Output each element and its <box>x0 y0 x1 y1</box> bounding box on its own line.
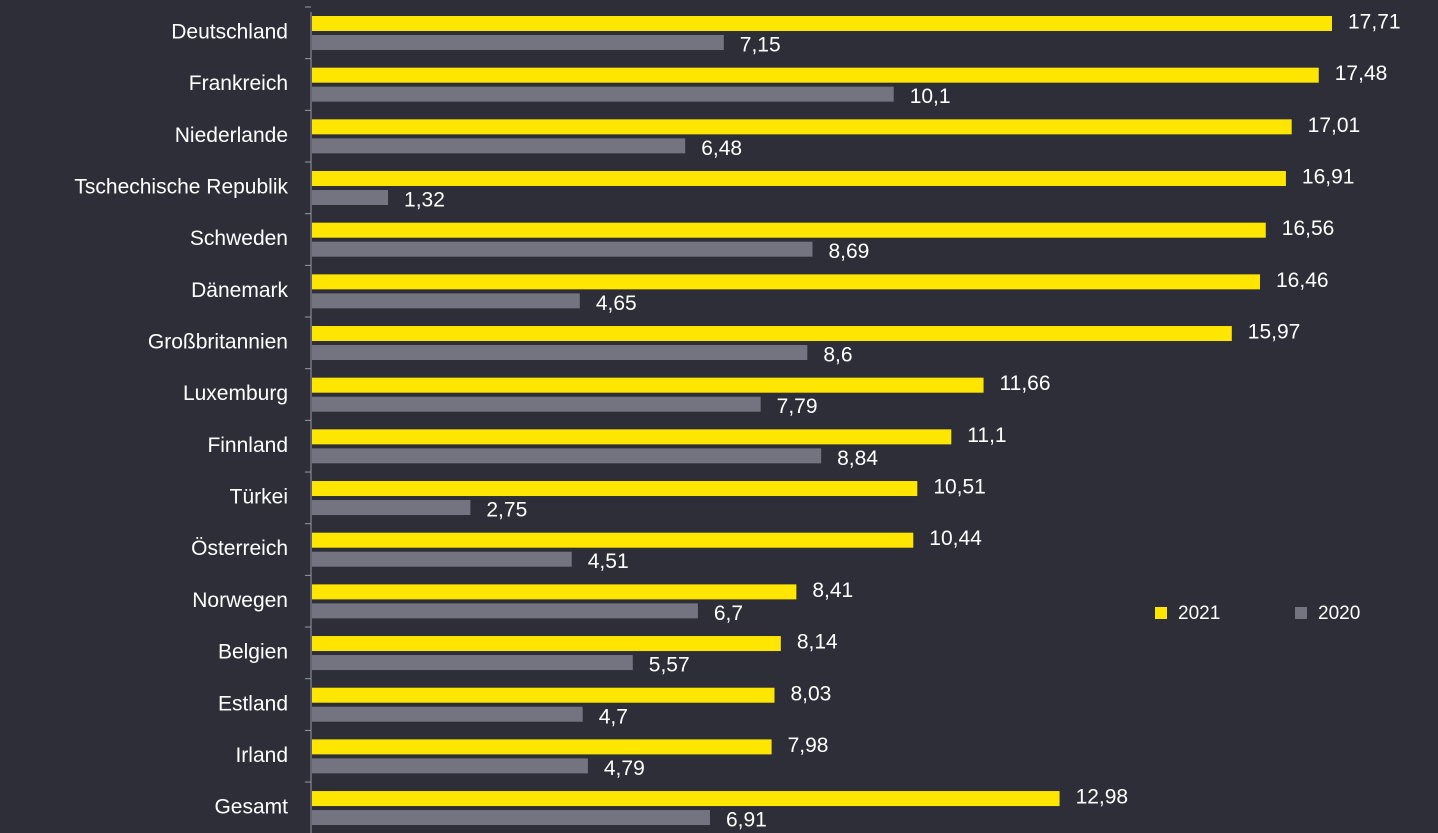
value-label: 15,97 <box>1248 321 1301 344</box>
legend-swatch <box>1155 607 1167 619</box>
value-label: 6,48 <box>701 137 742 160</box>
value-label: 16,46 <box>1276 269 1329 292</box>
value-label: 10,44 <box>929 527 982 550</box>
category-label: Norwegen <box>192 589 288 612</box>
legend-label: 2021 <box>1178 603 1220 624</box>
value-label: 5,57 <box>649 654 690 677</box>
bar <box>312 636 781 652</box>
bar <box>312 222 1266 238</box>
bar <box>312 171 1286 187</box>
value-label: 4,79 <box>604 757 645 780</box>
value-label: 1,32 <box>404 189 445 212</box>
value-label: 8,03 <box>790 682 831 705</box>
value-label: 4,7 <box>599 705 628 728</box>
category-label: Tschechische Republik <box>74 176 288 199</box>
value-label: 4,51 <box>588 550 629 573</box>
category-label: Dänemark <box>191 279 288 302</box>
bar <box>312 500 471 516</box>
category-label: Deutschland <box>171 21 288 44</box>
bar <box>312 584 797 600</box>
value-label: 7,79 <box>777 395 818 418</box>
value-label: 6,91 <box>726 809 767 832</box>
bar <box>312 138 686 154</box>
value-label: 2,75 <box>486 499 527 522</box>
value-label: 8,69 <box>828 240 869 263</box>
bar <box>312 603 698 619</box>
category-label: Estland <box>218 692 288 715</box>
category-label: Irland <box>235 744 288 767</box>
bar <box>312 326 1232 342</box>
category-label: Türkei <box>230 486 288 509</box>
bar <box>312 190 389 206</box>
category-label: Belgien <box>218 641 288 664</box>
value-label: 17,71 <box>1348 11 1401 34</box>
value-label: 10,1 <box>910 85 951 108</box>
bar <box>312 119 1292 135</box>
value-label: 8,14 <box>797 631 838 654</box>
legend-swatch <box>1295 607 1307 619</box>
bar <box>312 481 918 497</box>
bar <box>312 791 1060 807</box>
bar <box>312 758 588 774</box>
bar <box>312 16 1332 31</box>
value-label: 17,48 <box>1335 62 1388 85</box>
bar <box>312 396 761 412</box>
bar <box>312 293 580 309</box>
bar <box>312 377 984 393</box>
value-label: 4,65 <box>596 292 637 315</box>
category-label: Österreich <box>191 537 288 560</box>
value-label: 8,41 <box>812 579 853 602</box>
value-label: 10,51 <box>933 476 986 499</box>
category-label: Schweden <box>190 227 288 250</box>
category-label: Niederlande <box>175 124 288 147</box>
value-label: 8,84 <box>837 447 878 470</box>
bar <box>312 429 952 445</box>
value-label: 7,15 <box>740 34 781 57</box>
value-label: 6,7 <box>714 602 743 625</box>
value-label: 17,01 <box>1308 114 1361 137</box>
bar <box>312 655 633 671</box>
category-label: Großbritannien <box>148 331 288 354</box>
value-label: 7,98 <box>788 734 829 757</box>
bar <box>312 241 813 257</box>
legend-label: 2020 <box>1318 603 1360 624</box>
bar <box>312 551 572 567</box>
bar <box>312 532 914 548</box>
bar <box>312 345 808 361</box>
value-label: 12,98 <box>1076 786 1129 809</box>
value-label: 8,6 <box>823 344 852 367</box>
bar <box>312 810 710 826</box>
value-label: 11,66 <box>1000 372 1051 395</box>
category-label: Luxemburg <box>183 382 288 405</box>
bar <box>312 86 894 102</box>
bar <box>312 739 772 755</box>
value-label: 11,1 <box>967 424 1006 447</box>
category-label: Finnland <box>207 434 288 457</box>
bar <box>312 687 775 703</box>
category-label: Frankreich <box>189 72 288 95</box>
value-label: 16,56 <box>1282 217 1335 240</box>
bar <box>312 706 583 722</box>
bar <box>312 274 1261 290</box>
bar <box>312 35 724 50</box>
bar <box>312 67 1319 83</box>
bar <box>312 448 822 464</box>
value-label: 16,91 <box>1302 166 1355 189</box>
category-label: Gesamt <box>214 796 288 819</box>
